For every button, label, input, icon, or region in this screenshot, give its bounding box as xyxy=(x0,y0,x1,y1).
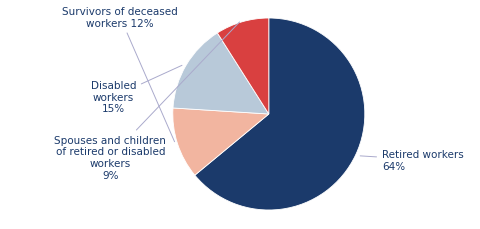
Wedge shape xyxy=(173,34,269,114)
Text: Disabled
workers
15%: Disabled workers 15% xyxy=(91,66,182,114)
Text: Retired workers
64%: Retired workers 64% xyxy=(360,149,464,171)
Text: Spouses and children
of retired or disabled
workers
9%: Spouses and children of retired or disab… xyxy=(54,23,240,180)
Wedge shape xyxy=(173,109,269,175)
Wedge shape xyxy=(195,19,365,210)
Text: Survivors of deceased
workers 12%: Survivors of deceased workers 12% xyxy=(62,7,178,142)
Wedge shape xyxy=(217,19,269,114)
